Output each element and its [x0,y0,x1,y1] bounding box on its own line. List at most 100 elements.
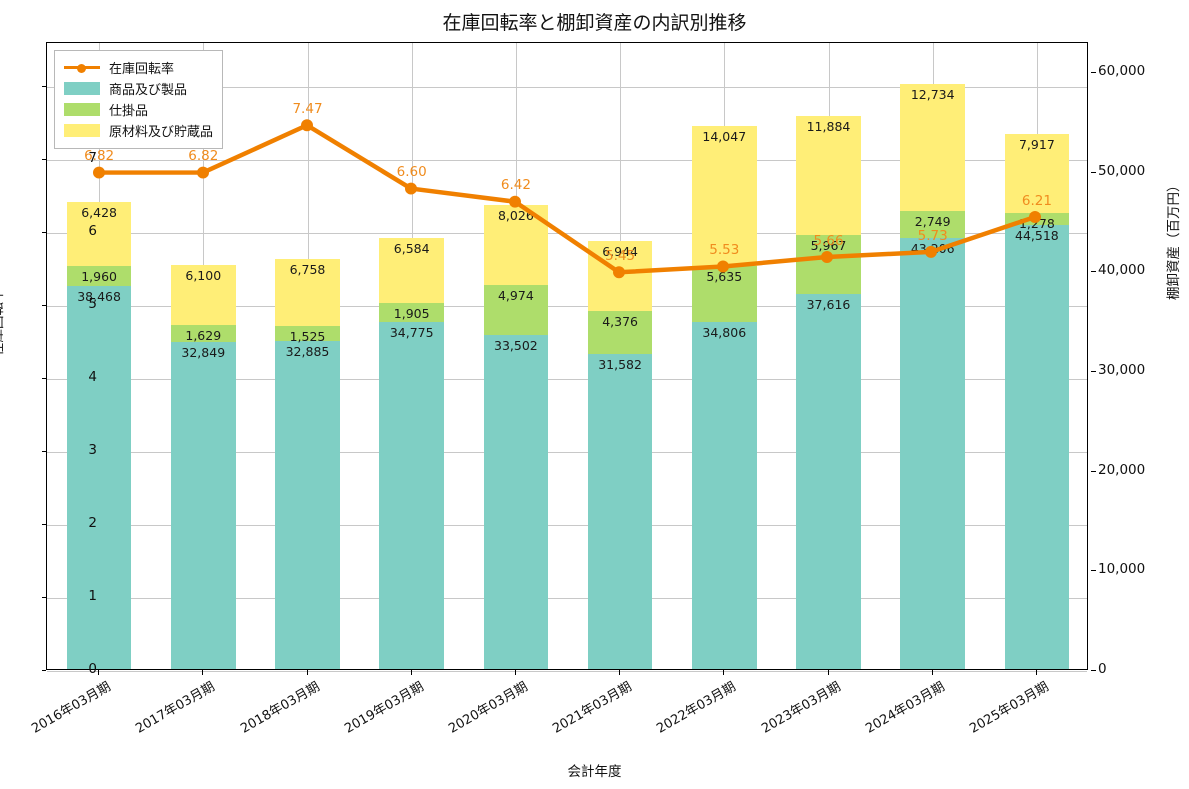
x-axis-tick-label: 2024年03月期 [862,679,948,737]
bar-segment[interactable]: 7,917 [1004,133,1070,213]
y-axis-left-tick [42,158,46,160]
gridline-horizontal [47,451,1087,453]
line-marker[interactable] [509,195,521,208]
bar-segment[interactable]: 11,884 [796,116,861,235]
line-marker[interactable] [301,119,313,132]
line-value-label: 5.73 [917,227,948,244]
bar-value-label: 7,917 [1018,136,1055,152]
bar-segment[interactable]: 1,629 [170,325,236,344]
bar-value-label: 34,775 [389,325,434,341]
y-axis-right-tick [1091,71,1096,73]
x-axis-tick-label: 2017年03月期 [133,679,218,737]
x-axis-tick [827,670,829,675]
y-axis-left-tick [42,377,46,379]
bar-segment[interactable]: 1,960 [66,266,132,286]
legend-label: 在庫回転率 [109,62,175,77]
x-axis-tick [931,670,933,675]
bar-value-label: 32,885 [285,344,330,360]
bar-segment[interactable]: 5,967 [796,234,861,295]
bar-segment[interactable]: 44,518 [1004,225,1070,669]
gridline-horizontal [47,86,1087,88]
x-axis-tick-label: 2025年03月期 [967,679,1052,737]
x-axis-tick [306,670,308,675]
y-axis-left-tick [42,450,46,452]
line-value-label: 6.60 [396,164,427,181]
line-marker[interactable] [925,245,937,258]
gridline-horizontal [47,378,1087,380]
bar-segment[interactable]: 6,100 [170,264,236,326]
bar-value-label: 1,905 [393,306,430,322]
legend-item[interactable]: 在庫回転率 [64,57,213,78]
bar-segment[interactable]: 4,974 [483,285,549,336]
y-axis-right-tick [1091,570,1096,572]
bar-value-label: 11,884 [806,119,851,135]
y-axis-left-tick-label: 5 [88,295,97,312]
gridline-horizontal [47,597,1087,599]
bar-value-label: 1,525 [289,329,326,345]
bar-value-label: 5,635 [706,268,743,284]
gridline-horizontal [47,305,1087,307]
gridline-horizontal [47,671,1087,672]
bar-value-label: 38,468 [77,288,121,304]
bar-segment[interactable]: 34,806 [691,322,757,669]
y-axis-right-label: 棚卸資産（百万円） [1166,178,1182,301]
line-marker[interactable] [197,166,209,179]
y-axis-right-tick [1091,171,1096,173]
bar-segment[interactable]: 38,468 [66,285,132,669]
bar-value-label: 14,047 [702,128,747,144]
bar-segment[interactable]: 6,758 [275,258,340,326]
legend-line-marker-icon [64,61,100,74]
bar-value-label: 1,629 [185,328,222,344]
bar-segment[interactable]: 5,635 [691,265,757,323]
bar-value-label: 44,518 [1015,228,1059,244]
line-marker[interactable] [821,251,833,263]
bar-segment[interactable]: 37,616 [796,294,861,669]
x-axis-tick-label: 2020年03月期 [446,679,531,737]
bar-segment[interactable]: 6,428 [66,201,132,267]
bar-value-label: 1,960 [81,269,117,285]
legend-item[interactable]: 仕掛品 [64,99,213,120]
y-axis-right-tick-label: 40,000 [1098,262,1146,279]
bar-value-label: 6,758 [289,261,326,277]
line-value-label: 5.45 [605,248,636,265]
x-axis-tick-label: 2018年03月期 [237,679,322,737]
gridline-horizontal [47,524,1087,526]
bar-value-label: 6,584 [393,240,430,256]
legend-label: 原材料及び貯蔵品 [109,125,214,140]
line-marker[interactable] [717,260,729,273]
bar-segment[interactable]: 31,582 [587,354,653,669]
bar-segment[interactable]: 14,047 [691,125,757,266]
bar-segment[interactable]: 4,376 [587,310,653,355]
bar-segment[interactable]: 2,749 [900,210,965,239]
y-axis-right-tick [1091,370,1096,372]
line-marker[interactable] [613,266,625,279]
bar-segment[interactable]: 43,206 [900,238,965,669]
bar-segment[interactable]: 32,885 [275,341,340,669]
x-axis-tick [723,670,725,675]
y-axis-left-tick-label: 2 [88,514,97,531]
bar-segment[interactable]: 12,734 [900,84,965,211]
x-axis-tick-label: 2016年03月期 [29,679,114,737]
y-axis-left-tick [42,523,46,525]
line-marker[interactable] [405,182,417,195]
bar-layer: 38,468 1,960 6,428 32,849 1,629 6,100 32,885 1,… [47,43,1087,669]
x-axis-label: 会計年度 [567,764,622,780]
bar-value-label: 8,026 [497,208,534,224]
legend-item[interactable]: 原材料及び貯蔵品 [64,120,213,141]
legend-item[interactable]: 商品及び製品 [64,78,213,99]
bar-value-label: 31,582 [598,357,642,373]
y-axis-left-tick-label: 7 [88,149,97,166]
line-marker[interactable] [93,166,105,179]
y-axis-left-tick-label: 4 [88,368,97,385]
bar-segment[interactable]: 6,584 [379,237,444,304]
bar-segment[interactable]: 32,849 [170,341,236,669]
bar-segment[interactable]: 33,502 [483,335,549,669]
bar-value-label: 2,749 [914,213,951,229]
y-axis-left-tick [42,231,46,233]
gridline-horizontal [47,159,1087,161]
bar-segment[interactable]: 1,525 [275,326,340,345]
line-marker[interactable] [1029,210,1041,223]
x-axis-tick-label: 2022年03月期 [654,679,739,737]
bar-segment[interactable]: 1,905 [379,303,444,323]
bar-segment[interactable]: 34,775 [379,322,444,669]
